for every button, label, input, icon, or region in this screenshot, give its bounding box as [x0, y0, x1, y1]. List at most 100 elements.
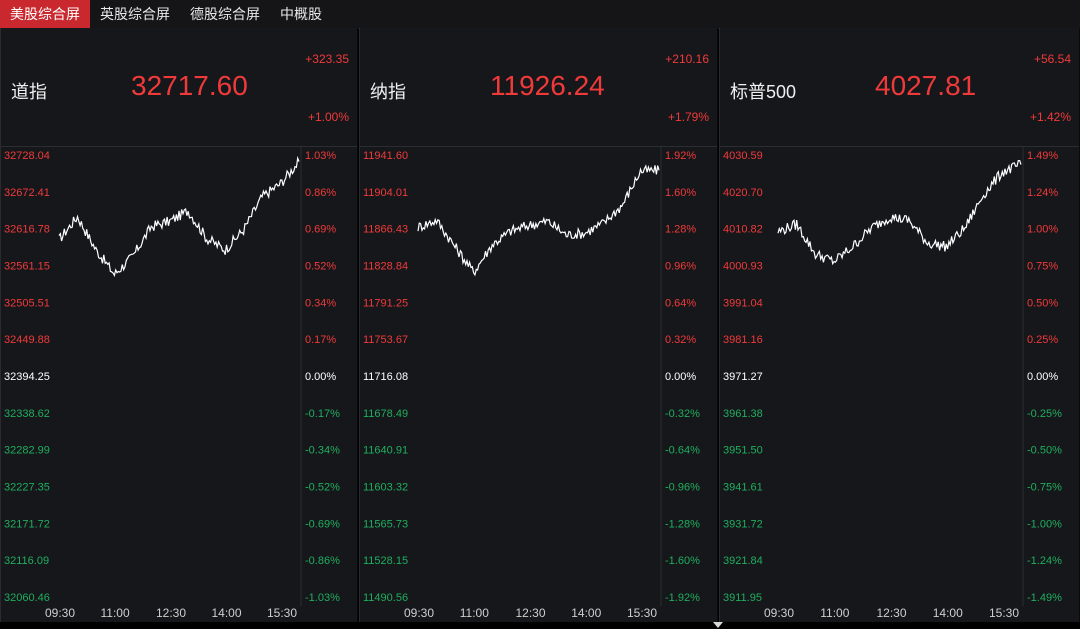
x-tick-label: 14:00 [212, 606, 242, 620]
pct-tick-label: 0.32% [665, 334, 696, 346]
y-tick-label: 11791.25 [363, 297, 408, 309]
y-tick-label: 32282.99 [4, 445, 50, 457]
pct-tick-label: -0.50% [1027, 445, 1062, 457]
index-change-pct: +1.42% [1029, 110, 1071, 124]
y-tick-label: 11753.67 [363, 334, 408, 346]
index-price: 11926.24 [490, 70, 605, 101]
pct-tick-label: 0.00% [665, 371, 696, 383]
index-header: 纳指 11926.24 +210.16 +1.79% [360, 28, 717, 147]
pct-tick-label: -1.24% [1027, 555, 1062, 567]
y-tick-label: 3961.38 [723, 408, 763, 420]
intraday-chart: 32728.04 1.03% 32672.41 0.86% 32616.78 0.69% 3… [4, 146, 340, 620]
index-panel-sp500[interactable]: 标普500 4027.81 +56.54 +1.42% 4030.59 1.49%… [719, 28, 1080, 622]
x-tick-label: 15:30 [989, 606, 1019, 620]
y-tick-label: 3941.61 [723, 482, 763, 494]
pct-tick-label: -0.17% [305, 408, 340, 420]
pct-tick-label: 1.60% [665, 187, 696, 199]
pct-tick-label: -0.64% [665, 445, 700, 457]
index-header: 标普500 4027.81 +56.54 +1.42% [720, 28, 1079, 147]
index-change-pct: +1.79% [667, 110, 709, 124]
y-tick-label: 32171.72 [4, 518, 50, 530]
y-tick-label: 3991.04 [723, 297, 763, 309]
y-tick-label: 11866.43 [363, 224, 408, 236]
x-tick-label: 14:00 [571, 606, 601, 620]
y-tick-label: 32394.25 [4, 371, 50, 383]
y-tick-label: 11565.73 [363, 518, 408, 530]
y-tick-label: 3911.95 [723, 592, 762, 604]
y-tick-label: 32672.41 [4, 187, 50, 199]
index-header: 道指 32717.60 +323.35 +1.00% [1, 28, 357, 147]
tab-us-stocks[interactable]: 美股综合屏 [0, 0, 90, 28]
intraday-chart: 4030.59 1.49% 4020.70 1.24% 4010.82 1.00% 4000… [723, 146, 1062, 620]
y-tick-label: 32338.62 [4, 408, 50, 420]
intraday-chart: 11941.60 1.92% 11904.01 1.60% 11866.43 1.28% 1… [363, 146, 700, 620]
y-tick-label: 3931.72 [723, 518, 763, 530]
y-tick-label: 3981.16 [723, 334, 763, 346]
y-tick-label: 11528.15 [363, 555, 408, 567]
pct-tick-label: -1.28% [665, 518, 700, 530]
index-price: 4027.81 [875, 70, 977, 101]
y-tick-label: 32616.78 [4, 224, 50, 236]
y-tick-label: 32449.88 [4, 334, 50, 346]
tab-china-concept[interactable]: 中概股 [280, 6, 322, 22]
index-change: +323.35 [305, 52, 349, 66]
x-tick-label: 11:00 [820, 606, 849, 620]
y-tick-label: 3971.27 [723, 371, 763, 383]
pct-tick-label: -1.60% [665, 555, 700, 567]
pct-tick-label: -1.92% [665, 592, 700, 604]
pct-tick-label: 1.24% [1027, 187, 1058, 199]
tab-uk-stocks[interactable]: 英股综合屏 [100, 6, 170, 22]
x-tick-label: 11:00 [101, 606, 130, 620]
y-tick-label: 11603.32 [363, 482, 408, 494]
index-panel-nasdaq[interactable]: 纳指 11926.24 +210.16 +1.79% 11941.60 1.92%… [359, 28, 718, 622]
pct-tick-label: 0.00% [1027, 371, 1058, 383]
x-tick-label: 09:30 [404, 606, 434, 620]
x-tick-label: 15:30 [627, 606, 657, 620]
y-tick-label: 32227.35 [4, 482, 50, 494]
pct-tick-label: 0.34% [305, 297, 336, 309]
index-price: 32717.60 [131, 70, 248, 101]
market-tabs: 美股综合屏 英股综合屏 德股综合屏 中概股 [0, 0, 1080, 29]
pct-tick-label: -0.25% [1027, 408, 1062, 420]
y-tick-label: 32561.15 [4, 261, 50, 273]
pct-tick-label: 0.86% [305, 187, 336, 199]
pct-tick-label: 0.17% [305, 334, 336, 346]
index-name: 道指 [11, 82, 47, 102]
y-tick-label: 32505.51 [4, 297, 50, 309]
y-tick-label: 3951.50 [723, 445, 763, 457]
y-tick-label: 11490.56 [363, 592, 408, 604]
y-tick-label: 11678.49 [363, 408, 408, 420]
pct-tick-label: 1.00% [1027, 224, 1058, 236]
index-panel-dow[interactable]: 道指 32717.60 +323.35 +1.00% 32728.04 1.03%… [0, 28, 358, 622]
price-line [58, 155, 300, 278]
y-tick-label: 11828.84 [363, 261, 408, 273]
pct-tick-label: 1.28% [665, 224, 696, 236]
pct-tick-label: 0.75% [1027, 261, 1058, 273]
caret-down-icon[interactable] [713, 622, 723, 628]
y-tick-label: 4000.93 [723, 261, 763, 273]
x-tick-label: 14:00 [933, 606, 963, 620]
index-change: +56.54 [1033, 52, 1071, 66]
pct-tick-label: 1.92% [665, 150, 696, 162]
pct-tick-label: 0.69% [305, 224, 336, 236]
y-tick-label: 11640.91 [363, 445, 408, 457]
y-tick-label: 3921.84 [723, 555, 763, 567]
x-tick-label: 12:30 [156, 606, 186, 620]
pct-tick-label: 0.50% [1027, 297, 1058, 309]
pct-tick-label: -0.32% [665, 408, 700, 420]
index-name: 标普500 [730, 82, 797, 102]
y-tick-label: 11941.60 [363, 150, 408, 162]
price-line [777, 160, 1022, 266]
y-tick-label: 32116.09 [4, 555, 49, 567]
pct-tick-label: 0.96% [665, 261, 696, 273]
x-tick-label: 12:30 [877, 606, 907, 620]
y-tick-label: 4030.59 [723, 150, 763, 162]
tab-de-stocks[interactable]: 德股综合屏 [190, 6, 260, 22]
pct-tick-label: 0.25% [1027, 334, 1058, 346]
x-tick-label: 11:00 [460, 606, 489, 620]
pct-tick-label: -0.52% [305, 482, 340, 494]
pct-tick-label: -1.49% [1027, 592, 1062, 604]
y-tick-label: 11716.08 [363, 371, 408, 383]
pct-tick-label: -0.96% [665, 482, 700, 494]
pct-tick-label: 0.00% [305, 371, 336, 383]
